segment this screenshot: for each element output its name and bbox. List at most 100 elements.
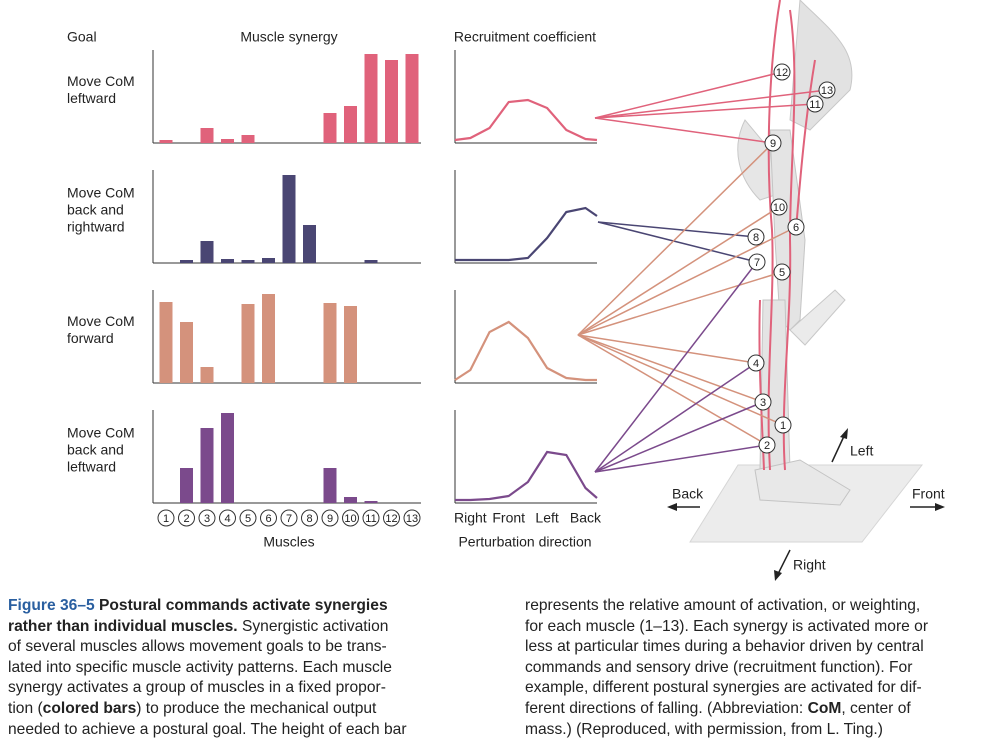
muscle-marker [773, 63, 791, 81]
caption-text: rather than individual muscles. [8, 617, 238, 635]
caption-text: mass.) (Reproduced, with permission, fro… [525, 720, 883, 738]
muscle-number: 8 [306, 513, 312, 525]
muscle-marker [770, 198, 788, 216]
recruitment-header: Recruitment coefficient [454, 29, 596, 45]
skeleton: Left Back Front Right [667, 0, 945, 581]
caption-column: Figure 36–5 Postural commands activate s… [8, 596, 407, 740]
muscle-marker-label: 8 [753, 232, 759, 244]
muscle-circle [157, 509, 175, 527]
caption-line: less at particular times during a behavi… [525, 637, 928, 658]
link-line [577, 206, 780, 336]
muscle-marker-label: 11 [809, 99, 820, 111]
muscle-circle [383, 509, 400, 527]
foot [754, 459, 851, 506]
bar [241, 135, 255, 143]
muscle-marker-label: 10 [773, 202, 785, 214]
caption-line: example, different postural synergies ar… [525, 678, 928, 699]
muscle-marker-label: 9 [770, 138, 776, 150]
bar [344, 106, 357, 143]
muscle-circle [280, 509, 298, 527]
muscle-marker [754, 393, 772, 411]
arrow-head [774, 570, 782, 581]
bar [344, 497, 357, 503]
link-line [577, 226, 797, 336]
muscle-lines [758, 0, 816, 471]
caption-text: commands and sensory drive (recruitment … [525, 658, 913, 676]
goal-label: forward [67, 330, 114, 346]
bar [200, 367, 214, 383]
link-line [594, 89, 828, 119]
muscle-circle [178, 509, 195, 527]
other-leg [789, 289, 846, 346]
link-line [577, 334, 768, 446]
goal-header: Goal [67, 29, 97, 45]
bar [323, 303, 337, 383]
bar [200, 428, 214, 503]
muscle-number: 2 [183, 513, 189, 525]
arrow-head [840, 428, 848, 439]
goal-label: back and [67, 442, 124, 458]
bar [159, 302, 173, 383]
figure: Goal Muscle synergy Left Back Front Righ… [67, 0, 945, 581]
muscle-circle [219, 509, 236, 527]
muscle-number: 11 [365, 513, 376, 525]
link-line [594, 103, 816, 119]
muscle-number: 10 [344, 513, 356, 525]
bar [364, 260, 378, 263]
goal-label: Move CoM [67, 313, 135, 329]
muscle-marker-label: 3 [760, 397, 766, 409]
caption-column: represents the relative amount of activa… [525, 596, 928, 740]
caption-line: needed to achieve a postural goal. The h… [8, 720, 407, 741]
bar [180, 260, 193, 263]
caption-text: synergy activates a group of muscles in … [8, 679, 386, 697]
arrow-left [831, 433, 846, 463]
caption-text: Postural commands activate synergies [94, 597, 388, 614]
muscle-marker [774, 416, 792, 434]
caption-text: Figure 36–5 [8, 597, 95, 614]
bar [323, 468, 337, 503]
muscle-number: 4 [224, 513, 230, 525]
muscle-number: 13 [406, 513, 418, 525]
muscle-number: 5 [245, 513, 251, 525]
link-line [577, 334, 784, 426]
goal-label: back and [67, 202, 124, 218]
direction-label: Front [912, 486, 945, 502]
link-line [594, 401, 764, 473]
caption-text: ) to produce the mechanical output [136, 699, 377, 717]
link-line [577, 334, 757, 364]
goal-label: Move CoM [67, 185, 135, 201]
muscle-number: 7 [286, 513, 292, 525]
floor-plate [689, 464, 924, 543]
link-line [594, 444, 768, 473]
recruitment-curve [454, 98, 598, 142]
bar [180, 322, 193, 383]
caption-text: colored bars [42, 699, 137, 717]
muscle-number: 6 [265, 513, 271, 525]
caption-text: , center of [841, 699, 911, 717]
link-line [594, 117, 774, 144]
bar [303, 225, 316, 263]
direction-label: Left [850, 443, 873, 459]
muscle-marker [748, 253, 766, 271]
muscle-circle [342, 509, 359, 527]
muscle-circle [403, 509, 421, 527]
recruitment-curve [455, 450, 598, 502]
link-line [577, 142, 774, 336]
x-tick-label: Left [535, 510, 558, 526]
arrow-head [935, 503, 945, 511]
bar [180, 468, 193, 503]
caption-text: tion ( [8, 699, 43, 717]
bar [241, 304, 255, 383]
caption-text: lated into specific muscle activity patt… [8, 658, 392, 676]
caption-line: tion (colored bars) to produce the mecha… [8, 699, 407, 720]
caption-line: rather than individual muscles. Synergis… [8, 617, 407, 638]
arrow-right [777, 549, 791, 575]
x-tick-label: Right [454, 510, 487, 526]
muscle-marker-label: 6 [793, 222, 799, 234]
muscle-marker [764, 134, 782, 152]
bar [159, 140, 173, 143]
bar [200, 128, 214, 143]
caption-text: example, different postural synergies ar… [525, 679, 922, 697]
muscle-number: 12 [385, 513, 397, 525]
link-line [597, 221, 758, 263]
